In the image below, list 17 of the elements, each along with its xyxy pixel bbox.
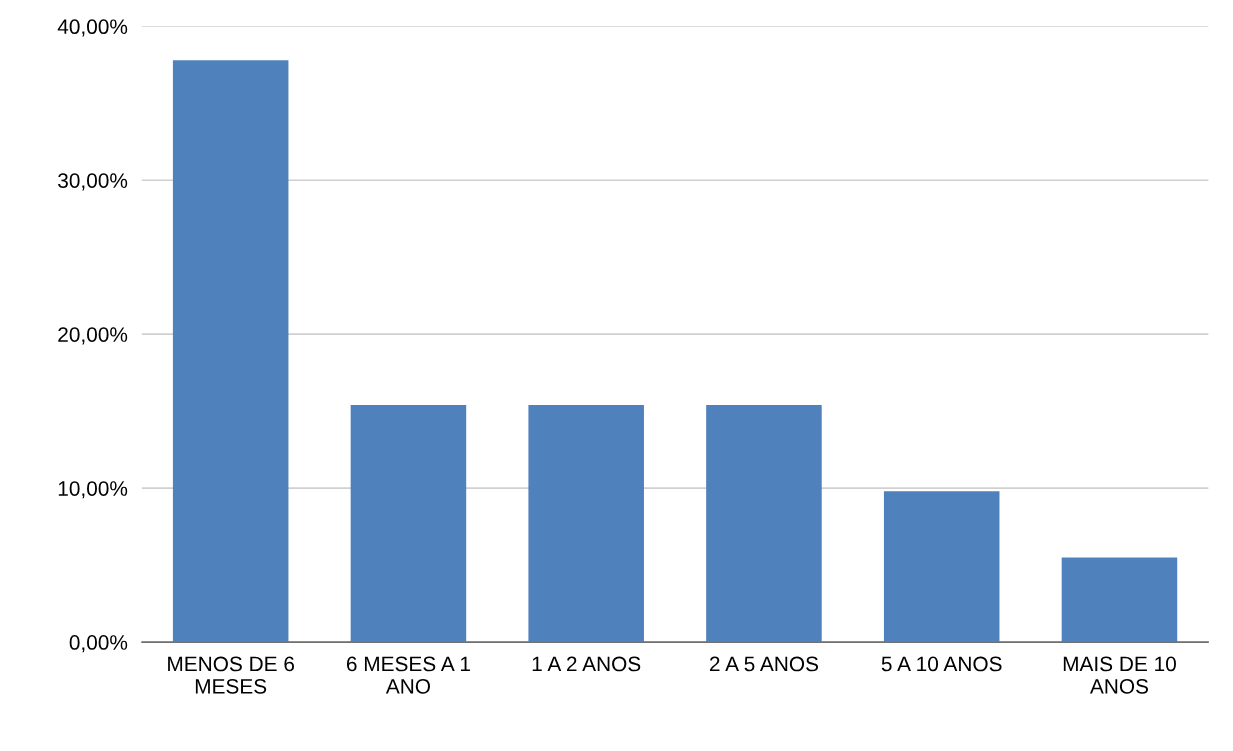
x-tick-label: 6 MESES A 1 ANO	[346, 656, 470, 694]
bar	[350, 405, 467, 643]
y-tick-label: 40,00%	[57, 19, 128, 37]
x-tick-label: MAIS DE 10 ANOS	[1063, 656, 1176, 694]
bar	[1061, 557, 1178, 643]
x-tick-label: 5 A 10 ANOS	[881, 656, 1002, 672]
y-tick-label: 20,00%	[58, 327, 128, 345]
bar	[172, 60, 289, 643]
bar	[706, 405, 822, 643]
y-tick-label: 30,00%	[58, 173, 128, 191]
y-tick-label: 10,00%	[58, 481, 128, 499]
x-tick-label: 1 A 2 ANOS	[532, 656, 641, 672]
x-tick-label: MENOS DE 6 MESES	[168, 656, 295, 694]
x-tick-label: 2 A 5 ANOS	[709, 656, 819, 672]
bar	[883, 491, 1000, 643]
y-tick-label: 0,00%	[69, 635, 128, 653]
bar	[528, 405, 644, 643]
